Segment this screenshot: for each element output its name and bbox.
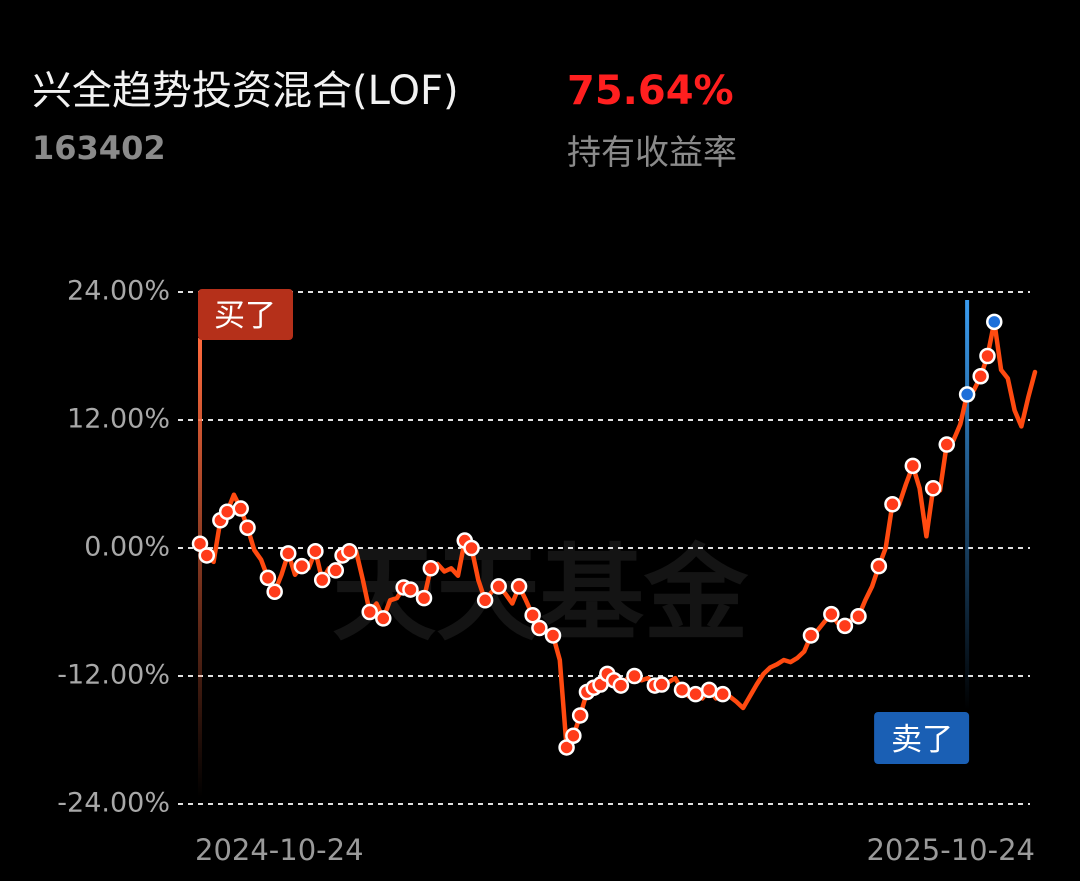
trade-dot [571, 707, 589, 724]
y-tick-label: 24.00% [67, 276, 170, 307]
x-tick-label: 2024-10-24 [195, 833, 364, 867]
buy-line [198, 338, 202, 798]
trade-dot [307, 542, 324, 560]
trade-dot [490, 578, 507, 595]
trade-dot [361, 603, 378, 621]
trade-dot [714, 685, 731, 703]
trade-dot [259, 569, 277, 587]
return-label: 持有收益率 [567, 133, 737, 173]
trade-dot [850, 608, 867, 625]
trade-dot [293, 557, 311, 575]
trade-dot [979, 347, 996, 365]
trade-dot [327, 562, 345, 579]
trade-dot [280, 545, 297, 562]
trade-dot [341, 542, 358, 560]
trade-dot [986, 313, 1003, 331]
trade-dot [218, 503, 236, 520]
trade-dot [626, 667, 643, 685]
trade-dot [544, 627, 562, 644]
trade-dot [653, 676, 670, 693]
y-tick-label: -24.00% [57, 788, 170, 819]
trade-dot [463, 539, 480, 557]
trade-dot [565, 727, 582, 744]
sell-line [965, 300, 970, 710]
trade-dot [904, 457, 922, 475]
sell-badge [874, 712, 970, 764]
trade-dot [612, 677, 630, 694]
trade-dot [687, 685, 704, 703]
trade-dot [884, 496, 901, 513]
trade-dot [510, 578, 528, 595]
trade-dot [313, 571, 331, 589]
trade-dot [375, 610, 392, 627]
sell-label: 卖了 [891, 722, 953, 758]
trade-dot [531, 619, 548, 637]
trade-dot [476, 592, 494, 609]
trade-dot [958, 386, 976, 403]
y-tick-label: 0.00% [84, 532, 170, 563]
fund-code: 163402 [32, 129, 166, 167]
trade-dot [823, 605, 840, 623]
trade-dot [415, 589, 433, 607]
trade-dot [802, 627, 820, 644]
trade-dot [938, 436, 955, 453]
y-tick-label: 12.00% [67, 404, 170, 435]
trade-dot [524, 606, 541, 624]
buy-badge [198, 289, 293, 340]
trade-dot [700, 681, 718, 699]
trade-dot [924, 480, 942, 497]
trade-dot [239, 519, 256, 536]
x-tick-label: 2025-10-24 [866, 833, 1035, 867]
plot: 24.00% 12.00% 0.00% -12.00% -24.00% 2024-10-2… [57, 276, 1038, 867]
trade-dot [972, 368, 989, 385]
trade-dot [266, 583, 283, 600]
trade-dot [402, 581, 419, 598]
trade-dot [422, 560, 440, 577]
fund-name: 兴全趋势投资混合(LOF) [32, 68, 459, 114]
fund-return: 75.64% [567, 68, 734, 114]
trade-dot [870, 557, 888, 575]
trade-dot [558, 739, 575, 756]
buy-label: 买了 [214, 298, 276, 334]
watermark: 天天基金 [332, 533, 749, 655]
trade-dot [198, 547, 216, 564]
trade-dot [191, 535, 209, 552]
trade-dot [673, 681, 691, 699]
trade-dot [836, 617, 854, 635]
trade-dot [232, 500, 249, 517]
y-tick-label: -12.00% [57, 660, 170, 691]
